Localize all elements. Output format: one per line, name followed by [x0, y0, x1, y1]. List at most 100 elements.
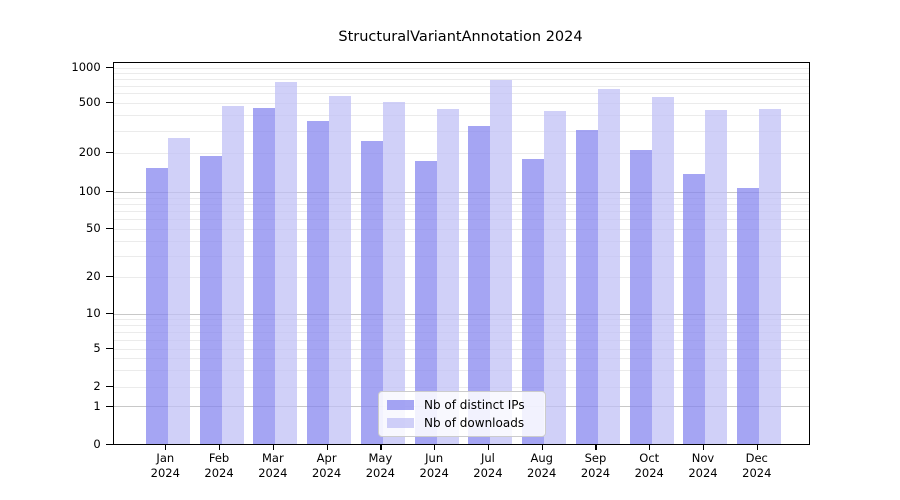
y-axis-tick-label: 2 [93, 378, 101, 393]
bar-downloads [490, 80, 513, 444]
bar-downloads [275, 82, 298, 444]
y-axis-tick-label: 20 [86, 269, 101, 283]
gridline-minor [113, 240, 809, 242]
bar-distinct-ips [253, 108, 276, 444]
y-axis-tick [105, 66, 113, 68]
bar-downloads [329, 95, 352, 444]
gridline-minor [113, 85, 809, 87]
bar-downloads [651, 96, 674, 444]
bar-distinct-ips [522, 158, 545, 444]
y-axis-tick [105, 276, 113, 278]
y-axis-tick [105, 443, 113, 445]
y-axis-tick-label: 50 [86, 221, 101, 235]
x-axis-tick [380, 444, 382, 451]
x-axis-month-label: Aug 2024 [527, 451, 557, 480]
gridline-minor [113, 386, 809, 388]
y-axis-tick [105, 101, 113, 103]
x-axis-month-label: Sep 2024 [580, 451, 611, 480]
bar-distinct-ips [629, 150, 652, 444]
x-axis-tick [326, 444, 328, 451]
x-axis-tick [272, 444, 275, 451]
gridline-minor [113, 114, 809, 116]
legend: Nb of distinct IPs Nb of downloads [378, 391, 546, 437]
legend-swatch-distinct-ips [387, 399, 414, 411]
x-axis-month-label: Jan 2024 [150, 451, 180, 480]
gridline-minor [113, 348, 809, 350]
y-axis-tick-label: 100 [78, 184, 101, 198]
gridline-minor [113, 102, 809, 104]
legend-entry-distinct-ips: Nb of distinct IPs [387, 398, 537, 412]
bar-distinct-ips [360, 140, 383, 444]
bar-distinct-ips [414, 161, 437, 444]
y-axis-tick-label: 500 [78, 94, 101, 109]
bar-distinct-ips [468, 126, 491, 444]
x-axis-tick [487, 444, 490, 451]
y-axis-tick-label: 1 [93, 398, 101, 413]
gridline-minor [113, 211, 809, 213]
gridline-minor [113, 197, 809, 199]
x-axis-tick [703, 444, 705, 451]
x-axis-tick [756, 444, 758, 451]
y-axis-tick-label: 5 [93, 340, 101, 355]
y-axis-tick-label: 0 [93, 436, 101, 451]
gridline-minor [113, 255, 809, 257]
chart-title: StructuralVariantAnnotation 2024 [338, 29, 583, 45]
x-axis-tick [165, 444, 167, 451]
gridline-minor [113, 152, 809, 154]
plot-area [112, 62, 810, 445]
gridline-minor [113, 228, 809, 230]
legend-label-downloads: Nb of downloads [424, 416, 525, 430]
y-axis-tick [105, 347, 113, 349]
gridline-minor [113, 331, 809, 333]
legend-swatch-downloads [387, 417, 414, 429]
x-axis-month-label: Dec 2024 [742, 451, 772, 480]
gridline-minor [113, 319, 809, 321]
bar-downloads [759, 109, 782, 444]
gridline-minor [113, 369, 809, 371]
bar-downloads [167, 137, 190, 444]
gridline-minor [113, 325, 809, 327]
x-axis-month-label: Oct 2024 [634, 451, 664, 480]
y-axis-tick-label: 1000 [71, 59, 101, 74]
bar-distinct-ips [575, 129, 598, 444]
bar-downloads [436, 109, 459, 444]
gridline-minor [113, 339, 809, 341]
x-axis-month-label: Feb 2024 [204, 451, 234, 480]
x-axis-tick [219, 444, 221, 451]
bar-distinct-ips [737, 187, 760, 444]
bar-downloads [221, 105, 244, 444]
x-axis-month-label: Mar 2024 [258, 451, 288, 480]
y-axis-tick [105, 191, 113, 193]
y-axis-tick-label: 10 [86, 306, 101, 320]
x-axis-month-label: Apr 2024 [311, 451, 342, 480]
gridline-minor [113, 73, 809, 75]
y-axis-tick-label: 200 [78, 145, 101, 159]
legend-entry-downloads: Nb of downloads [387, 416, 537, 430]
bar-downloads [544, 110, 567, 444]
x-axis-month-label: May 2024 [365, 451, 396, 480]
x-axis-tick [541, 444, 543, 451]
bar-distinct-ips [199, 155, 222, 444]
gridline-minor [113, 67, 809, 69]
gridline-minor [113, 357, 809, 359]
gridline-minor [113, 276, 809, 278]
legend-label-distinct-ips: Nb of distinct IPs [424, 398, 525, 412]
bar-distinct-ips [145, 168, 168, 444]
x-axis-tick [595, 444, 597, 451]
bar-distinct-ips [683, 173, 706, 444]
x-axis-month-label: Nov 2024 [688, 451, 718, 480]
gridline-major [113, 191, 809, 193]
y-axis-tick [105, 385, 113, 387]
y-axis-tick [105, 405, 113, 407]
bar-downloads [382, 102, 405, 444]
gridline-minor [113, 130, 809, 132]
x-axis-month-label: Jun 2024 [419, 451, 449, 480]
y-axis-tick [105, 152, 113, 154]
bar-distinct-ips [307, 120, 330, 444]
x-axis-tick [649, 444, 651, 451]
gridline-minor [113, 78, 809, 80]
y-axis-tick [105, 228, 113, 230]
bar-downloads [705, 110, 728, 444]
x-axis-tick [434, 444, 436, 451]
